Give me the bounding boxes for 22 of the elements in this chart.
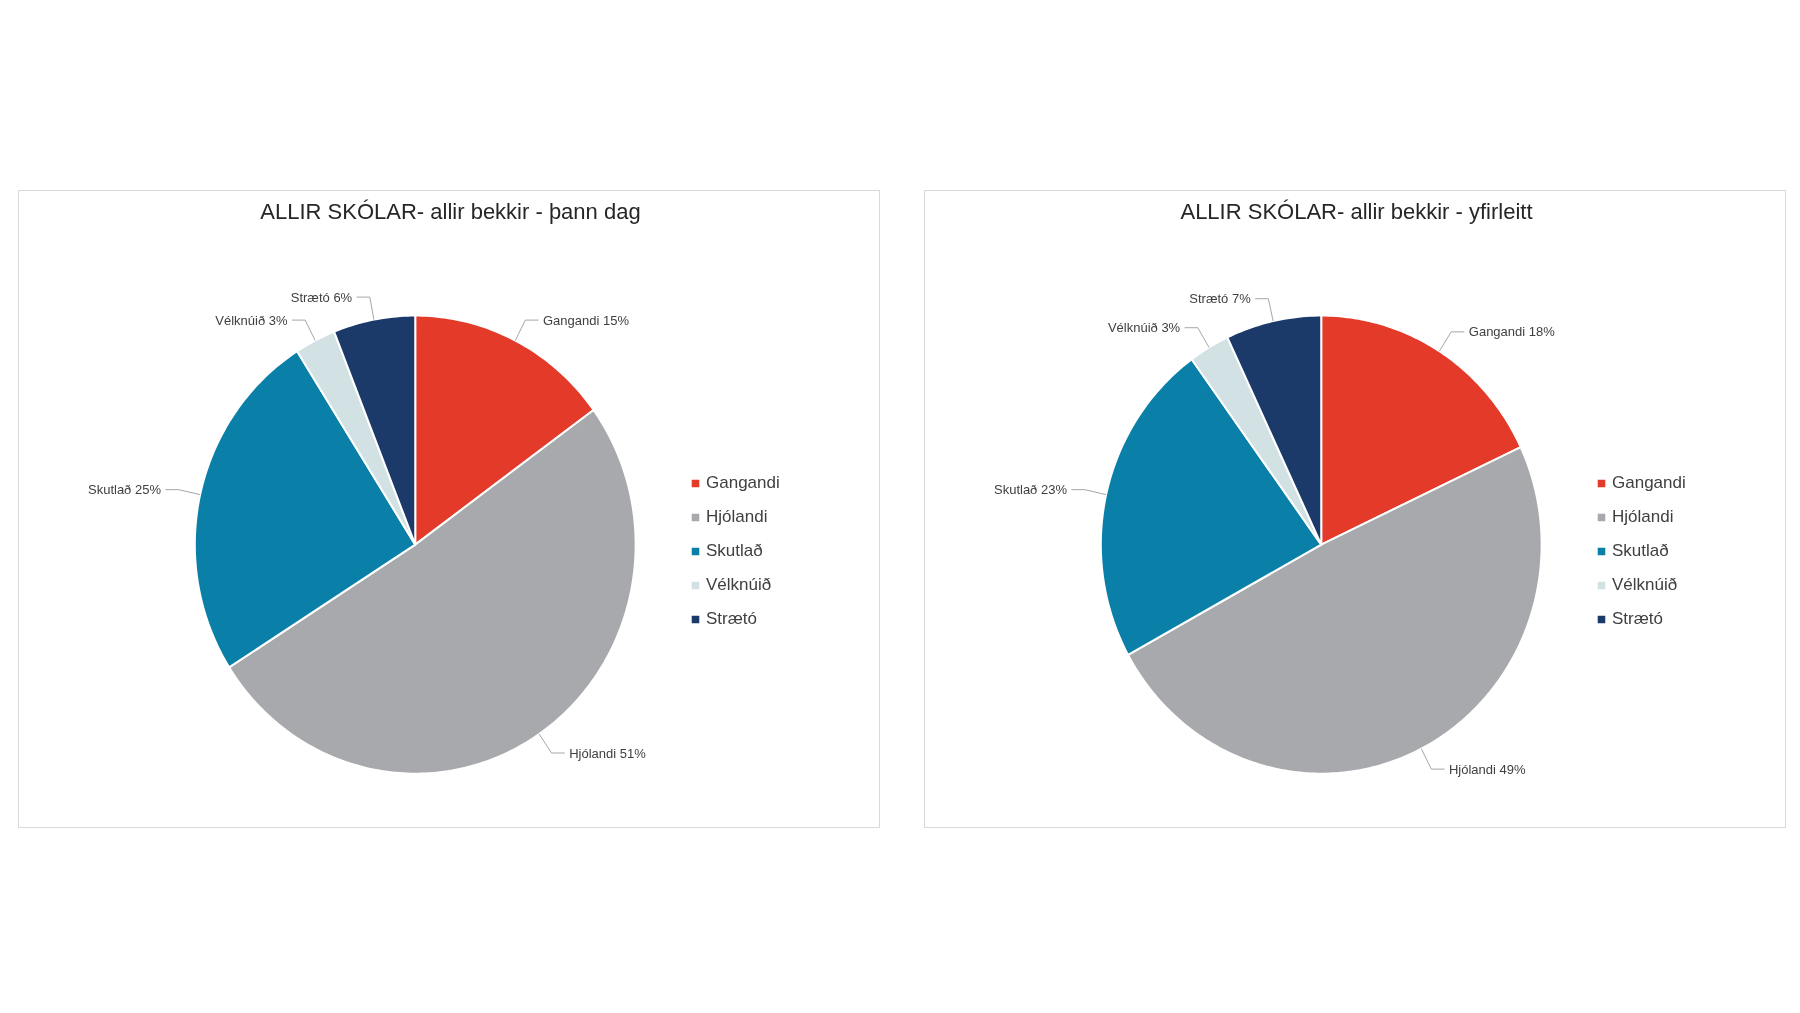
- data-label: Hjólandi 51%: [569, 745, 647, 761]
- data-label: Strætó 7%: [1189, 291, 1252, 307]
- chart-title: ALLIR SKÓLAR- allir bekkir - yfirleitt: [1180, 198, 1533, 224]
- legend-label: Vélknúið: [1612, 575, 1678, 595]
- data-label: Vélknúið 3%: [215, 312, 288, 328]
- data-label: Gangandi 18%: [1468, 324, 1556, 340]
- data-label: Hjólandi 49%: [1448, 761, 1526, 777]
- data-label: Gangandi 15%: [542, 312, 630, 328]
- legend-label: Hjólandi: [1612, 507, 1674, 527]
- legend-label: Gangandi: [1612, 473, 1686, 493]
- data-label: Vélknúið 3%: [1107, 320, 1181, 336]
- legend-label: Hjólandi: [706, 507, 768, 527]
- legend-label: Gangandi: [706, 473, 780, 493]
- legend-label: Strætó: [706, 609, 758, 629]
- legend-label: Strætó: [1612, 609, 1664, 629]
- chart-title: ALLIR SKÓLAR- allir bekkir - þann dag: [260, 198, 641, 224]
- data-label: Skutlað 25%: [87, 482, 162, 498]
- legend-label: Vélknúið: [706, 575, 772, 595]
- legend-label: Skutlað: [1612, 541, 1669, 561]
- data-label: Strætó 6%: [290, 289, 353, 305]
- data-label: Skutlað 23%: [993, 482, 1068, 498]
- legend-label: Skutlað: [706, 541, 763, 561]
